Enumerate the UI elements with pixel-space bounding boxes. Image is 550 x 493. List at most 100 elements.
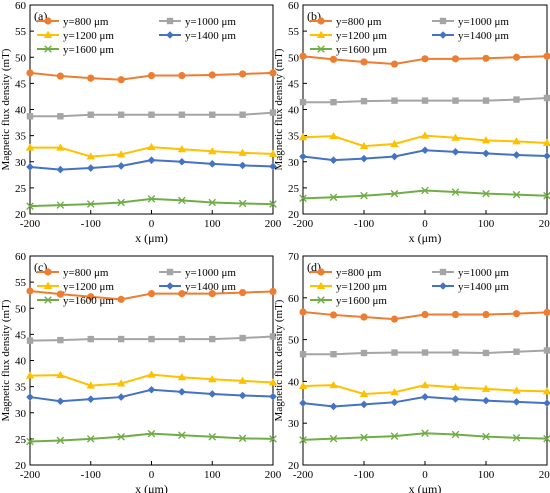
data-point bbox=[26, 202, 34, 210]
legend-marker bbox=[166, 268, 174, 276]
data-point bbox=[56, 72, 64, 80]
data-point bbox=[87, 293, 95, 301]
series-3 bbox=[298, 131, 550, 150]
data-point bbox=[177, 373, 187, 381]
legend-marker bbox=[43, 30, 53, 38]
data-point bbox=[482, 54, 490, 62]
data-point bbox=[86, 395, 95, 403]
x-tick-label: -100 bbox=[81, 469, 102, 481]
x-tick-label: 0 bbox=[422, 469, 428, 481]
data-point bbox=[86, 152, 95, 160]
legend-label: y=1600 μm bbox=[63, 44, 114, 56]
data-point bbox=[420, 131, 430, 139]
x-tick-label: 100 bbox=[478, 469, 495, 481]
data-point bbox=[512, 386, 521, 394]
data-point bbox=[56, 165, 65, 174]
data-point bbox=[26, 437, 34, 446]
chart-panel-a: 20 25 30 35 40 45 50 55 60 -200 -100 0 100 200 x (μm) M… bbox=[0, 0, 282, 245]
data-point bbox=[360, 58, 368, 66]
data-point bbox=[482, 149, 490, 158]
data-point bbox=[299, 351, 307, 358]
data-point bbox=[117, 76, 125, 84]
data-point bbox=[298, 132, 308, 141]
legend-label: y=1000 μm bbox=[458, 267, 509, 279]
data-point bbox=[542, 387, 550, 395]
series-4 bbox=[26, 156, 277, 174]
y-tick-label: 50 bbox=[288, 335, 300, 347]
y-tick-label: 25 bbox=[15, 434, 27, 446]
panel-label: (c) bbox=[34, 260, 47, 274]
data-point bbox=[451, 148, 460, 156]
x-tick-label: -200 bbox=[293, 218, 314, 230]
data-point bbox=[451, 133, 460, 141]
data-point bbox=[543, 347, 550, 354]
legend-label: y=1000 μm bbox=[458, 16, 509, 28]
data-point bbox=[87, 335, 94, 343]
legend-marker bbox=[316, 30, 326, 38]
x-axis-label: x (μm) bbox=[135, 231, 168, 245]
y-tick-label: 55 bbox=[15, 26, 27, 38]
data-point bbox=[86, 381, 95, 389]
legend-label: y=1200 μm bbox=[63, 30, 114, 42]
data-point bbox=[329, 156, 338, 164]
data-point bbox=[360, 191, 368, 200]
series-3 bbox=[25, 142, 278, 160]
series-5 bbox=[26, 429, 277, 446]
data-point bbox=[299, 194, 307, 203]
data-point bbox=[238, 161, 247, 170]
data-point bbox=[148, 335, 155, 343]
data-point bbox=[390, 139, 399, 147]
legend-label: y=1200 μm bbox=[63, 281, 114, 293]
data-point bbox=[452, 97, 459, 104]
data-point bbox=[543, 191, 550, 200]
legend-item: y=1200 μm bbox=[37, 281, 114, 293]
x-tick-label: -200 bbox=[20, 218, 41, 230]
data-point bbox=[390, 398, 399, 407]
data-point bbox=[360, 433, 368, 442]
data-point bbox=[299, 308, 307, 316]
legend-marker bbox=[439, 282, 447, 290]
legend-marker bbox=[43, 281, 53, 289]
series-4 bbox=[299, 146, 550, 164]
data-point bbox=[482, 97, 490, 104]
legend-marker bbox=[166, 31, 174, 39]
legend: y=800 μm y=1000 μm y=1200 μm y=1400 μm y=160… bbox=[37, 267, 236, 307]
legend-item: y=1600 μm bbox=[37, 295, 114, 307]
legend-marker bbox=[166, 282, 174, 290]
series-1 bbox=[299, 308, 550, 323]
legend-marker bbox=[166, 17, 174, 25]
legend-marker bbox=[317, 17, 325, 25]
data-point bbox=[421, 310, 429, 319]
legend-item: y=800 μm bbox=[37, 267, 109, 279]
data-point bbox=[298, 381, 308, 389]
legend-item: y=1200 μm bbox=[310, 281, 387, 293]
x-tick-label: 200 bbox=[265, 218, 282, 230]
data-point bbox=[268, 149, 278, 157]
y-tick-label: 25 bbox=[15, 183, 27, 195]
data-point bbox=[147, 142, 156, 151]
data-point bbox=[25, 371, 35, 379]
data-point bbox=[543, 152, 550, 160]
data-point bbox=[481, 384, 491, 392]
legend-item: y=800 μm bbox=[37, 16, 109, 28]
y-tick-label: 45 bbox=[15, 78, 27, 90]
legend-marker bbox=[44, 17, 52, 25]
data-point bbox=[26, 113, 34, 120]
data-point bbox=[147, 156, 156, 164]
data-point bbox=[178, 335, 186, 343]
data-point bbox=[178, 71, 186, 80]
x-tick-label: 100 bbox=[478, 218, 495, 230]
x-tick-label: -100 bbox=[354, 218, 375, 230]
series-5 bbox=[299, 186, 550, 203]
legend-item: y=1200 μm bbox=[310, 30, 387, 42]
data-point bbox=[56, 143, 65, 151]
data-point bbox=[268, 378, 278, 386]
y-tick-label: 30 bbox=[15, 157, 27, 169]
data-point bbox=[86, 200, 95, 208]
series-line bbox=[302, 189, 548, 200]
data-point bbox=[482, 189, 490, 198]
data-point bbox=[208, 290, 216, 298]
legend-label: y=1600 μm bbox=[63, 295, 114, 307]
legend-item: y=1400 μm bbox=[432, 281, 509, 293]
legend-item: y=1600 μm bbox=[37, 44, 114, 56]
